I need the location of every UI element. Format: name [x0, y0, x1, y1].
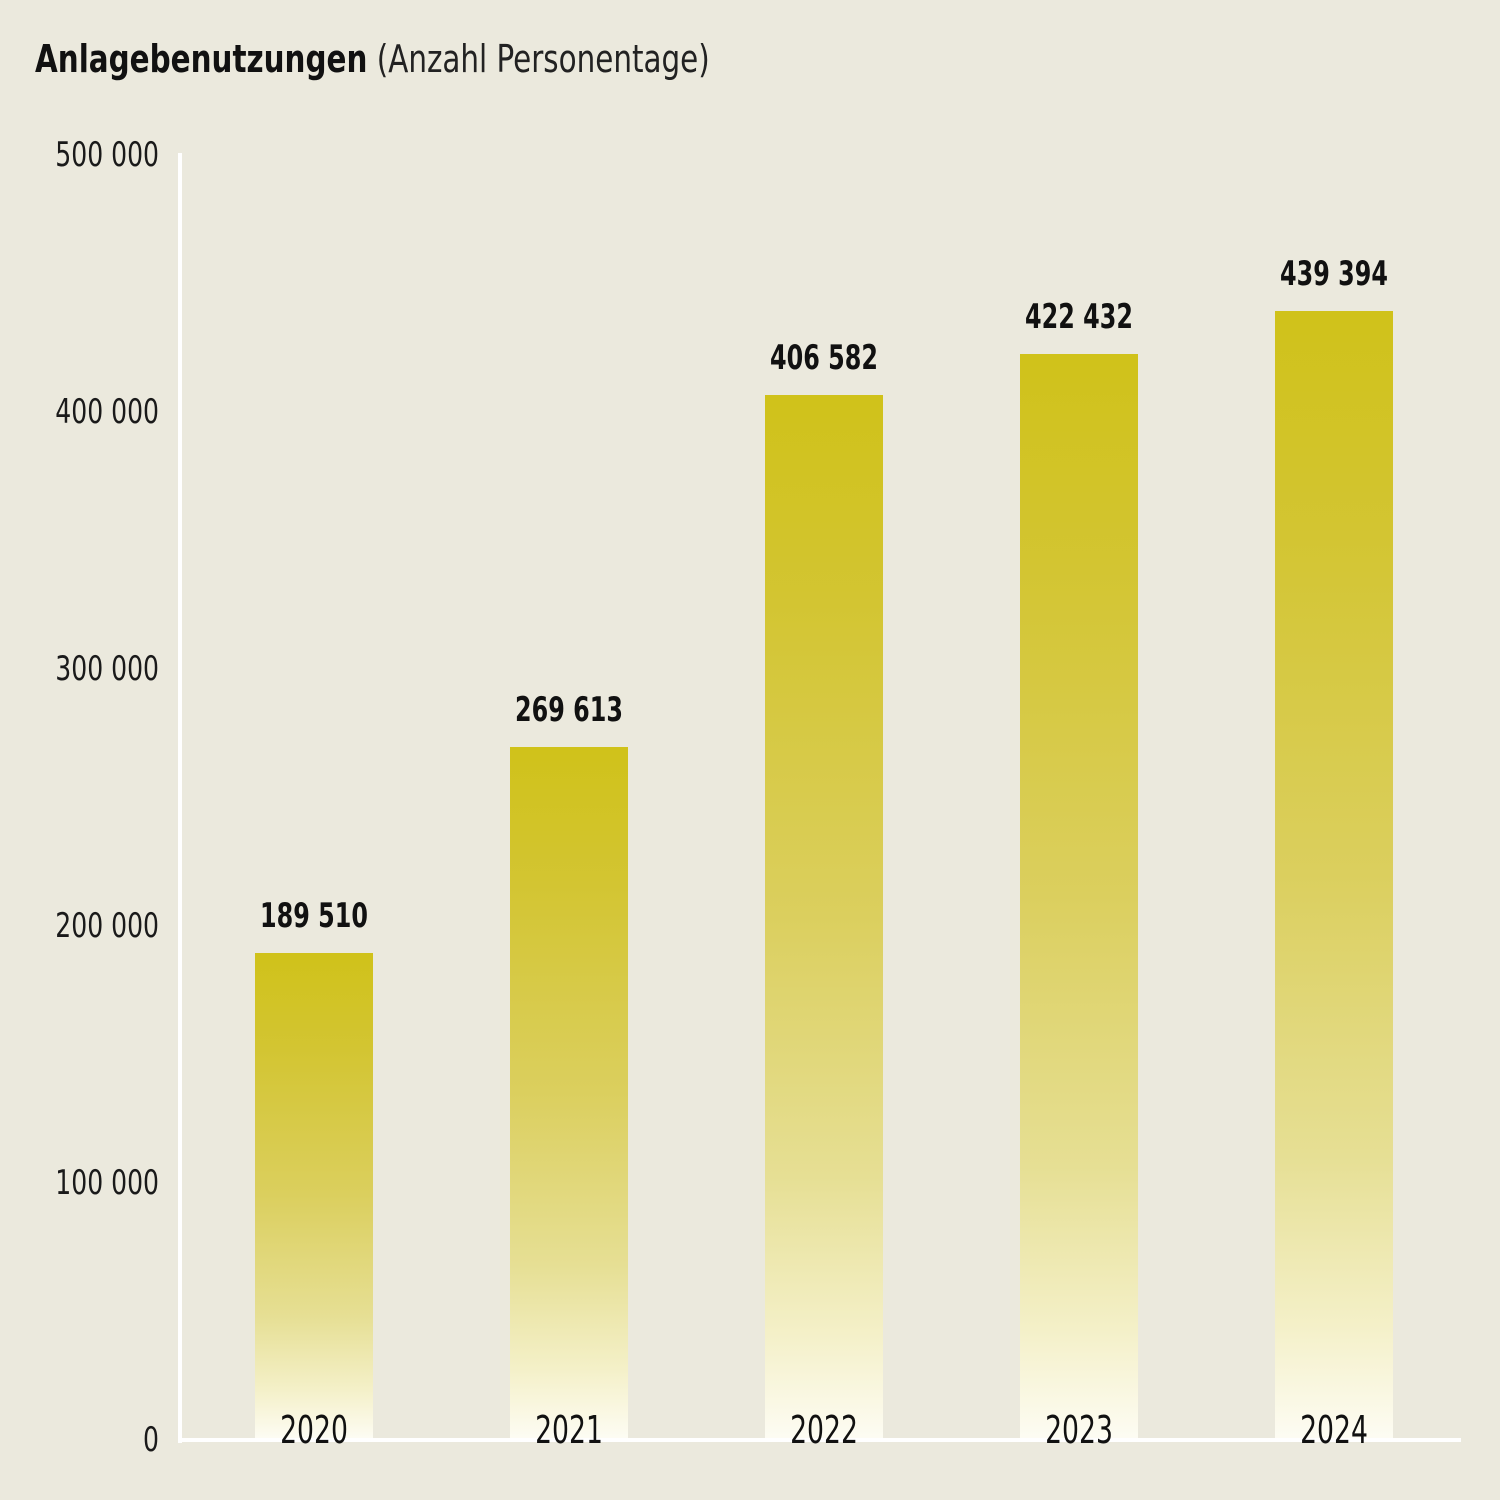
- x-category-label: 2022: [790, 1408, 858, 1452]
- data-label: 439 394: [1280, 253, 1388, 294]
- y-tick-label: 300 000: [55, 649, 159, 689]
- bar-2022: [765, 395, 883, 1438]
- data-label: 189 510: [260, 895, 368, 936]
- y-axis-line: [178, 153, 182, 1443]
- y-tick-label: 100 000: [55, 1163, 159, 1203]
- y-tick-label: 400 000: [55, 392, 159, 432]
- x-category-label: 2023: [1045, 1408, 1113, 1452]
- bar-2021: [510, 747, 628, 1438]
- x-category-label: 2020: [280, 1408, 348, 1452]
- x-axis-line: [178, 1438, 1461, 1442]
- bar-2020: [255, 952, 373, 1438]
- data-label: 269 613: [515, 690, 623, 731]
- y-tick-label: 200 000: [55, 906, 159, 946]
- y-tick-label: 0: [143, 1420, 159, 1460]
- data-label: 422 432: [1025, 297, 1133, 338]
- y-tick-label: 500 000: [55, 135, 159, 175]
- chart-title-main: Anlagebenutzungen: [35, 37, 368, 81]
- chart-title: Anlagebenutzungen (Anzahl Personentage): [35, 34, 710, 84]
- bar-2024: [1275, 310, 1393, 1438]
- x-category-label: 2021: [535, 1408, 603, 1452]
- x-category-label: 2024: [1300, 1408, 1368, 1452]
- bar-2023: [1020, 354, 1138, 1438]
- data-label: 406 582: [770, 338, 878, 379]
- chart-title-subtitle: (Anzahl Personentage): [376, 37, 710, 81]
